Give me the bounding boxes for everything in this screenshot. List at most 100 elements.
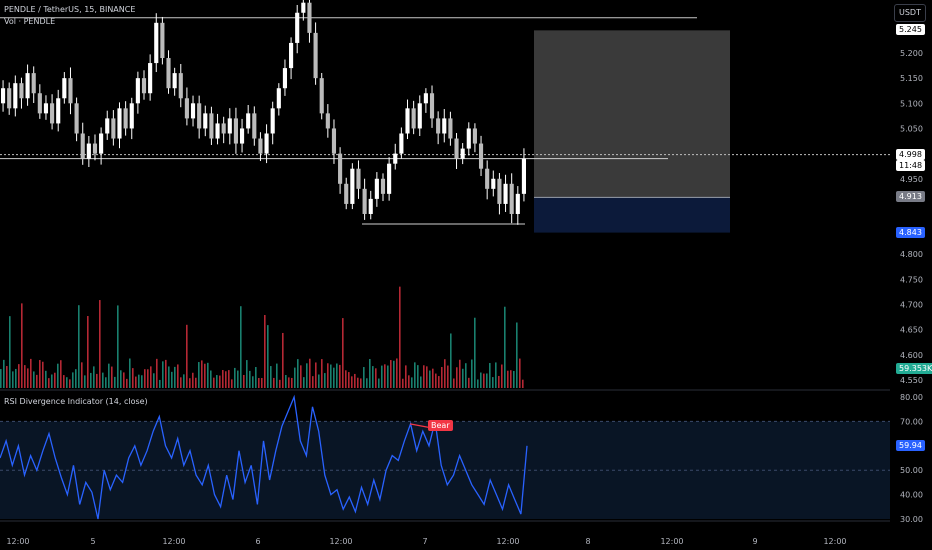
volume-bar <box>399 286 401 388</box>
volume-bar <box>507 370 509 388</box>
candle-body <box>190 103 196 119</box>
target-price-tag: 5.245 <box>896 24 925 36</box>
volume-bar <box>204 363 206 388</box>
candle-body <box>215 123 220 139</box>
volume-bar <box>15 368 17 388</box>
volume-bar <box>12 371 14 388</box>
volume-bar <box>426 366 428 388</box>
candle-body <box>478 143 484 169</box>
volume-bar <box>240 306 242 388</box>
currency-button[interactable]: USDT <box>894 4 926 22</box>
volume-bar <box>498 375 500 388</box>
rsi-tick-label: 50.00 <box>900 466 923 475</box>
candle-body <box>472 128 477 144</box>
candle-body <box>282 68 288 89</box>
volume-bar <box>141 375 143 388</box>
candle-body <box>203 113 208 129</box>
volume-bar <box>288 377 290 388</box>
volume-bar <box>297 359 299 388</box>
volume-bar <box>159 379 161 388</box>
volume-bar <box>9 316 11 388</box>
volume-bar <box>381 365 383 388</box>
volume-bar <box>123 372 125 388</box>
volume-bar <box>135 376 137 388</box>
volume-bar <box>393 360 395 388</box>
volume-bar <box>189 378 191 388</box>
volume-bar <box>333 367 335 388</box>
volume-bar <box>324 373 326 388</box>
candle-body <box>86 143 91 159</box>
volume-bar <box>120 370 122 388</box>
candle-body <box>148 63 153 94</box>
volume-bar <box>81 362 83 388</box>
volume-bar <box>93 366 95 388</box>
candle-body <box>301 2 306 13</box>
candle-body <box>13 83 18 109</box>
volume-bar <box>186 324 188 388</box>
candle-body <box>344 183 349 204</box>
volume-bar <box>183 374 185 388</box>
volume-bar <box>249 370 251 388</box>
volume-bar <box>132 368 134 388</box>
rsi-line <box>0 394 528 520</box>
volume-bar <box>33 371 35 388</box>
candle-body <box>227 118 232 134</box>
stop-zone <box>534 197 730 233</box>
volume-bar <box>3 359 5 388</box>
volume-bar <box>99 300 101 388</box>
rsi-tick-label: 30.00 <box>900 515 923 524</box>
volume-bar <box>387 365 389 388</box>
time-tick-label: 12:00 <box>823 537 846 546</box>
volume-bar <box>162 361 164 388</box>
candle-body <box>50 103 55 124</box>
candle-body <box>43 103 49 114</box>
current-price-tag: 4.998 <box>896 148 925 160</box>
volume-bar <box>228 370 230 388</box>
volume-bar <box>447 365 449 388</box>
candle-body <box>56 98 61 124</box>
volume-bar <box>465 363 467 388</box>
bar-countdown-tag: 11:48 <box>896 159 926 171</box>
volume-bar <box>357 377 359 388</box>
volume-bar <box>39 360 41 388</box>
price-tick-label: 4.550 <box>900 376 923 385</box>
rsi-tick-label: 40.00 <box>900 491 923 500</box>
entry-price-tag: 4.913 <box>896 191 925 203</box>
candle-body <box>141 78 147 94</box>
volume-indicator-title: Vol · PENDLE <box>4 17 56 26</box>
volume-bar <box>231 379 233 388</box>
volume-bar <box>276 363 278 388</box>
price-tick-label: 5.200 <box>900 49 923 58</box>
candle-body <box>338 153 343 184</box>
time-tick-label: 12:00 <box>660 537 683 546</box>
volume-bar <box>384 364 386 388</box>
candle-body <box>405 108 410 134</box>
volume-bar <box>78 305 80 388</box>
candle-body <box>276 88 281 109</box>
volume-bar <box>180 377 182 388</box>
volume-bar <box>312 376 314 388</box>
candle-body <box>221 123 226 134</box>
volume-bar <box>345 370 347 388</box>
volume-bar <box>453 378 455 388</box>
candle-body <box>80 133 85 159</box>
volume-bar <box>282 332 284 388</box>
candle-body <box>319 78 324 114</box>
volume-bar <box>306 363 308 388</box>
time-tick-label: 7 <box>422 537 427 546</box>
volume-bar <box>30 358 32 388</box>
candle-body <box>399 133 404 154</box>
volume-bar <box>246 360 248 388</box>
volume-bar <box>66 377 68 388</box>
candle-body <box>252 113 257 139</box>
volume-bar <box>405 365 407 388</box>
time-tick-label: 12:00 <box>162 537 185 546</box>
volume-bar <box>375 368 377 388</box>
volume-bar <box>213 377 215 388</box>
candle-body <box>258 138 263 154</box>
candle-body <box>135 78 140 104</box>
volume-bar <box>174 366 176 388</box>
volume-bar <box>501 364 503 388</box>
volume-bar <box>504 306 506 388</box>
